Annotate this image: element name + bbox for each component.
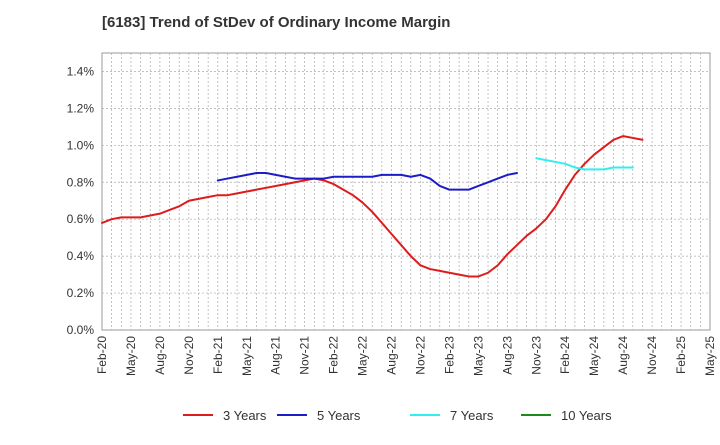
chart-title: [6183] Trend of StDev of Ordinary Income…	[102, 14, 451, 31]
y-tick-label: 1.4%	[67, 64, 95, 78]
x-tick-label: Feb-24	[558, 336, 572, 374]
y-tick-label: 0.6%	[67, 212, 95, 226]
legend-label: 7 Years	[450, 408, 494, 423]
x-tick-label: Nov-22	[413, 336, 427, 375]
x-tick-label: Aug-21	[269, 336, 283, 375]
x-tick-label: May-21	[240, 336, 254, 376]
y-tick-label: 1.2%	[67, 101, 95, 115]
legend-label: 5 Years	[317, 408, 361, 423]
y-tick-label: 0.4%	[67, 249, 95, 263]
x-tick-label: May-23	[471, 336, 485, 376]
x-tick-label: May-25	[703, 336, 717, 376]
y-tick-label: 0.0%	[67, 323, 95, 337]
x-tick-label: May-24	[587, 336, 601, 376]
plot-area	[101, 52, 711, 331]
x-tick-label: Nov-24	[645, 336, 659, 375]
legend-label: 10 Years	[561, 408, 612, 423]
series-line-7-years	[535, 157, 634, 171]
x-tick-label: Nov-21	[298, 336, 312, 375]
x-tick-label: Feb-21	[211, 336, 225, 374]
x-tick-label: Feb-25	[674, 336, 688, 374]
x-tick-label: Feb-23	[442, 336, 456, 374]
x-tick-label: May-22	[356, 336, 370, 376]
x-tick-label: Aug-22	[385, 336, 399, 375]
x-tick-label: Nov-20	[182, 336, 196, 375]
y-tick-label: 1.0%	[67, 138, 95, 152]
x-tick-label: May-20	[124, 336, 138, 376]
x-tick-label: Nov-23	[529, 336, 543, 375]
x-tick-label: Aug-24	[616, 336, 630, 375]
legend-label: 3 Years	[223, 408, 267, 423]
x-tick-label: Aug-23	[500, 336, 514, 375]
y-tick-label: 0.2%	[67, 286, 95, 300]
series-line-5-years	[216, 172, 518, 191]
y-tick-label: 0.8%	[67, 175, 95, 189]
x-tick-label: Aug-20	[153, 336, 167, 375]
x-tick-label: Feb-22	[327, 336, 341, 374]
series-line-3-years	[101, 135, 644, 278]
x-tick-label: Feb-20	[95, 336, 109, 374]
